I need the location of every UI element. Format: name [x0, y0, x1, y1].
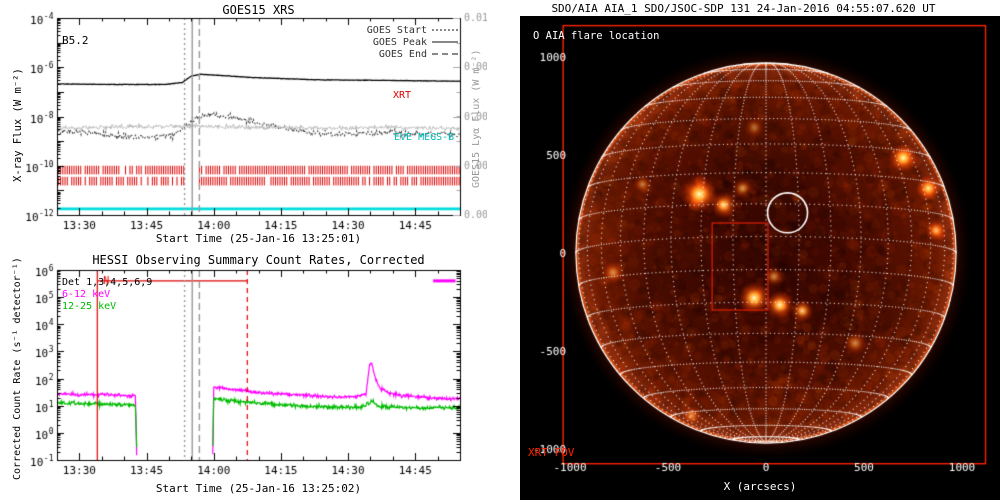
legend-label-goes-peak: GOES Peak [372, 36, 427, 48]
hessi-chart-canvas [0, 250, 487, 500]
hessi-legend-detectors: Det 1,3,4,5,6,9 [62, 276, 153, 288]
aia-x-axis-label: X (arcsecs) [723, 480, 797, 493]
aia-solar-disk-canvas [520, 16, 1000, 500]
xrt-series-label: XRT [393, 90, 412, 101]
legend-row-goes-peak: GOES Peak [367, 36, 458, 48]
goes-x-axis-label: Start Time (25-Jan-16 13:25:01) [155, 232, 362, 245]
goes-xrs-chart-canvas [0, 0, 487, 250]
goes-start-line-sample [432, 29, 458, 31]
hessi-count-rate-panel: HESSI Observing Summary Count Rates, Cor… [0, 250, 487, 500]
aia-flare-location-legend: O AIA flare location [533, 30, 660, 42]
legend-row-goes-end: GOES End [367, 48, 458, 60]
goes-flare-class-label: B5.2 [62, 34, 89, 47]
goes-xrs-panel: GOES15 XRS B5.2 GOES Start GOES Peak GOE… [0, 0, 487, 250]
legend-label-goes-end: GOES End [378, 48, 427, 60]
goes-peak-line-sample [432, 41, 458, 43]
legend-row-goes-start: GOES Start [367, 24, 458, 36]
hessi-legend-12-25kev: 12-25 keV [62, 300, 117, 312]
legend-label-goes-start: GOES Start [366, 24, 427, 36]
hessi-legend: Det 1,3,4,5,6,9 6-12 keV 12-25 keV [62, 276, 152, 312]
goes-plot-title: GOES15 XRS [222, 3, 295, 17]
eve-megs-b-series-label: EVE MEGS-B [394, 132, 455, 143]
hessi-legend-6-12kev: 6-12 keV [62, 288, 111, 300]
hessi-x-axis-label: Start Time (25-Jan-16 13:25:02) [155, 482, 362, 495]
goes-right-y-axis-label: GOES15 Lyα Flux (W m⁻²) [471, 49, 482, 188]
aia-image-title: SDO/AIA AIA_1 SDO/JSOC-SDP 131 24-Jan-20… [551, 2, 936, 15]
hessi-plot-title: HESSI Observing Summary Count Rates, Cor… [92, 253, 425, 267]
aia-solar-image-panel: SDO/AIA AIA_1 SDO/JSOC-SDP 131 24-Jan-20… [487, 0, 1000, 500]
goes-y-axis-label: X-ray Flux (W m⁻²) [12, 68, 24, 182]
goes-end-line-sample [432, 53, 458, 55]
hessi-y-axis-label: Corrected Count Rate (s⁻¹ detector⁻¹) [12, 257, 23, 480]
goes-legend: GOES Start GOES Peak GOES End [367, 24, 458, 60]
xrt-fov-label: XRT FOV [528, 446, 575, 459]
